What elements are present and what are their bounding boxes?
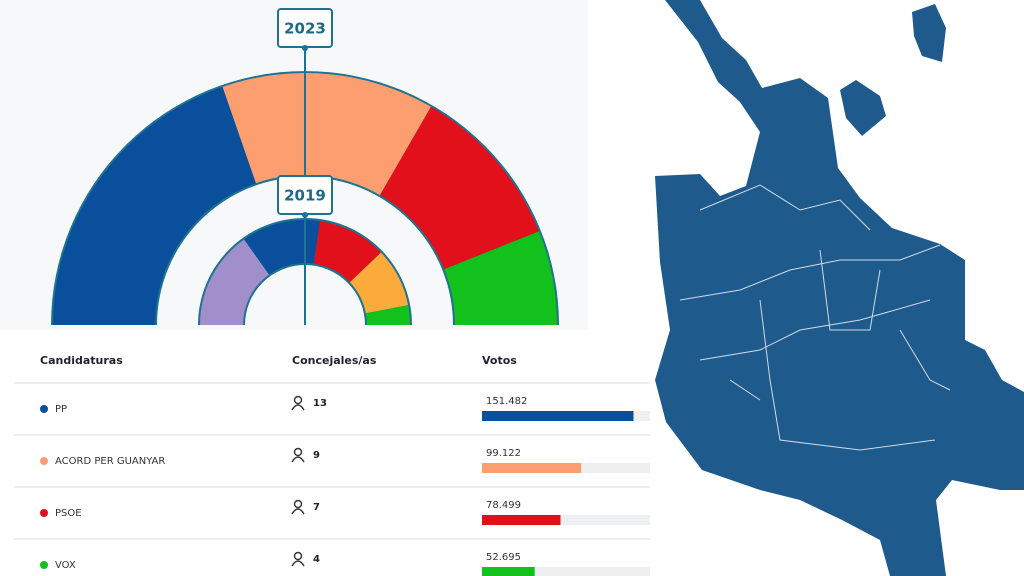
icon-head [293,447,303,457]
district-line [679,244,941,301]
seat-count: 4 [313,554,320,565]
icon-body [291,560,305,567]
map-districts [679,184,951,451]
seat-segment [53,86,256,325]
seat-segment [365,305,410,325]
seat-count: 9 [313,450,320,461]
person-icon [291,447,305,463]
person-icon [291,499,305,515]
map-island [840,80,886,136]
vote-bar [482,515,561,525]
icon-head [293,551,303,561]
district-line [759,299,936,451]
map-city [655,0,1024,576]
icon-head [293,395,303,405]
district-line [819,249,881,331]
party-dot [40,561,48,569]
year-label: 2019 [284,187,326,205]
year-label: 2023 [284,20,326,38]
party-name: ACORD PER GUANYAR [55,456,165,467]
district-line [699,184,871,231]
hemicycles: 2023 2019 [51,8,559,326]
party-dot [40,405,48,413]
map [655,0,1024,576]
seat-count: 13 [313,398,327,409]
badge-dot [302,45,308,51]
vote-count: 151.482 [486,396,527,407]
vote-bar [482,463,582,473]
seat-segment [444,231,557,325]
party-dot [40,509,48,517]
table-background [14,330,650,576]
vote-bar [482,411,634,421]
icon-body [291,508,305,515]
vote-count: 99.122 [486,448,521,459]
seat-count: 7 [313,502,320,513]
seat-segment [222,73,431,196]
party-name: VOX [55,560,76,571]
vote-bar [482,567,535,576]
party-name: PP [55,404,67,415]
party-name: PSOE [55,508,82,519]
map-island [912,4,946,62]
column-header: Concejales/as [292,354,377,367]
badge-dot [302,212,308,218]
seat-segment [380,106,539,270]
column-header: Candidaturas [40,354,123,367]
icon-body [291,456,305,463]
icon-head [293,499,303,509]
vote-count: 52.695 [486,552,521,563]
column-header: Votos [482,354,517,367]
seat-segment [313,221,381,283]
seat-segment [349,252,409,314]
vote-track [482,567,650,576]
district-line [699,299,931,361]
seat-segment [244,220,320,275]
district-line [729,329,951,401]
vote-count: 78.499 [486,500,521,511]
person-icon [291,551,305,567]
party-dot [40,457,48,465]
results-table: Candidaturas Concejales/as Votos PP 13 151.48… [14,330,650,576]
person-icon [291,395,305,411]
seat-segment [200,239,270,325]
vote-track [482,515,650,525]
icon-body [291,404,305,411]
